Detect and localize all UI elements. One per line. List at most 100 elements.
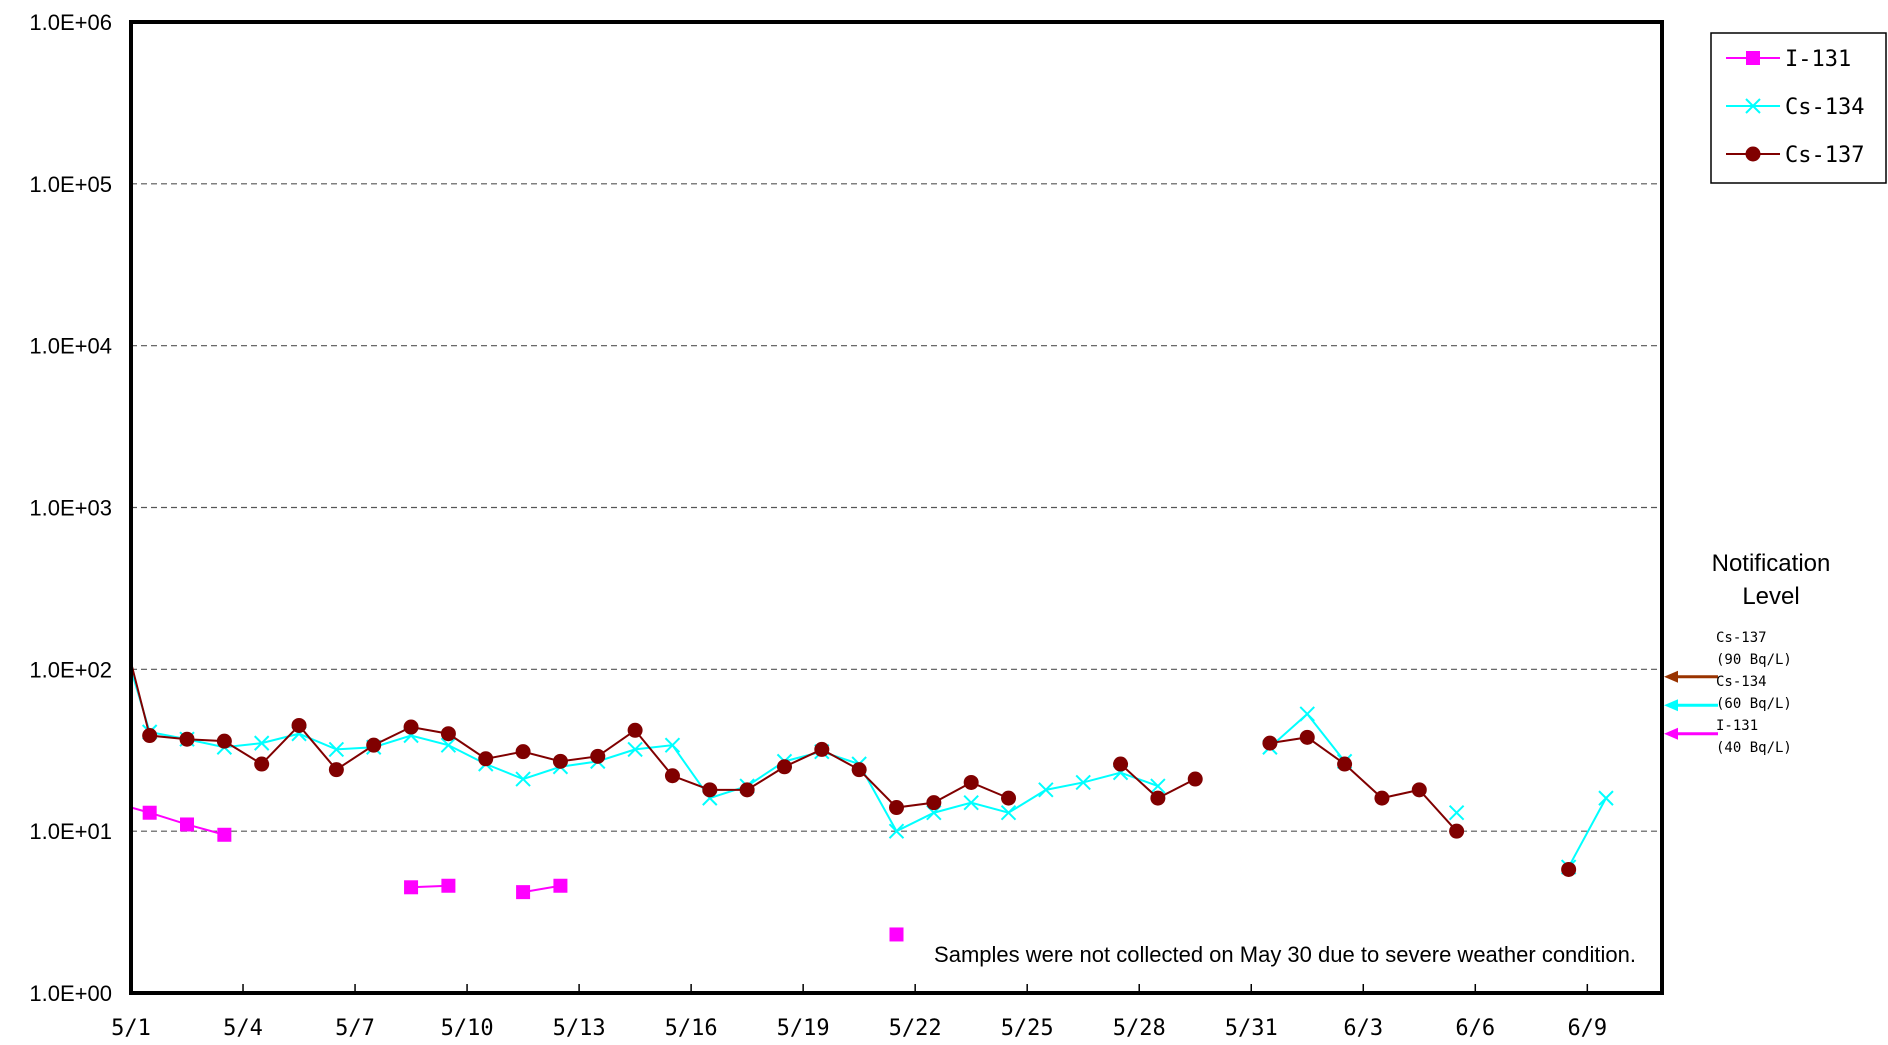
notification-cs-137: Cs-137 (90 Bq/L) [1664, 630, 1792, 683]
data-point-cs-137 [739, 782, 755, 798]
series-area [131, 662, 1614, 942]
data-point-cs-137 [1262, 735, 1278, 751]
legend-label: I-131 [1785, 47, 1851, 72]
y-tick-label: 1.0E+01 [29, 819, 112, 844]
data-point-cs-137 [776, 759, 792, 775]
y-tick-label: 1.0E+04 [29, 334, 112, 359]
data-point-cs-137 [590, 748, 606, 764]
data-point-cs-134 [888, 823, 905, 839]
data-point-cs-137 [1187, 771, 1203, 787]
x-tick-label: 5/19 [777, 1016, 830, 1041]
x-tick-label: 5/1 [111, 1016, 151, 1041]
x-tick-label: 6/3 [1343, 1016, 1383, 1041]
data-point-cs-134 [253, 735, 270, 751]
data-point-cs-137 [142, 728, 158, 744]
data-point-cs-137 [1411, 782, 1427, 798]
data-point-cs-134 [1299, 706, 1315, 722]
data-point-cs-137 [851, 762, 867, 778]
y-axis: 1.0E+00 1.0E+01 1.0E+02 1.0E+03 1.0E+04 1.0E+… [29, 10, 112, 1006]
data-point-i-131 [553, 878, 568, 893]
data-point-cs-134 [963, 794, 979, 811]
data-point-cs-134 [1150, 778, 1166, 794]
legend-marker [1745, 98, 1761, 114]
data-point-cs-134 [1000, 805, 1017, 821]
legend-item-cs-137: Cs-137 [1726, 143, 1864, 168]
notification-arrow-head [1664, 670, 1678, 683]
data-point-cs-134 [440, 737, 457, 753]
data-point-cs-137 [1449, 823, 1465, 839]
data-point-cs-134 [1598, 790, 1614, 806]
data-point-i-131 [404, 880, 419, 895]
data-point-cs-137 [403, 719, 419, 735]
series-cs-137 [131, 662, 1577, 877]
data-point-i-131 [441, 878, 456, 893]
x-tick-label: 5/31 [1225, 1016, 1278, 1041]
data-point-i-131 [217, 827, 232, 842]
notification-nuclide: Cs-134 [1716, 674, 1767, 690]
x-tick-label: 5/13 [553, 1016, 606, 1041]
x-tick-label: 5/10 [441, 1016, 494, 1041]
x-tick-label: 6/9 [1567, 1016, 1607, 1041]
data-point-cs-137 [963, 774, 979, 790]
data-point-cs-137 [478, 751, 494, 767]
series-line-i-131 [131, 806, 225, 836]
data-point-cs-137 [254, 756, 270, 772]
x-tick-label: 5/28 [1113, 1016, 1166, 1041]
notification-nuclide: I-131 [1716, 718, 1758, 734]
y-tick-label: 1.0E+05 [29, 172, 112, 197]
data-point-cs-134 [328, 741, 345, 758]
data-point-cs-137 [1150, 790, 1166, 806]
notification-title-line1: Notification [1712, 550, 1831, 577]
x-tick-label: 6/6 [1455, 1016, 1495, 1041]
data-point-cs-137 [328, 762, 344, 778]
notification-limit: (60 Bq/L) [1716, 696, 1792, 712]
data-point-cs-137 [702, 782, 718, 798]
y-tick-label: 1.0E+00 [29, 981, 112, 1006]
x-tick-label: 5/22 [889, 1016, 942, 1041]
data-point-i-131 [516, 885, 531, 900]
data-point-cs-134 [515, 771, 531, 787]
data-point-cs-137 [515, 744, 531, 760]
data-point-cs-137 [552, 753, 568, 769]
annotation-text: Samples were not collected on May 30 due… [934, 942, 1636, 967]
data-point-i-131 [142, 805, 157, 820]
data-point-cs-137 [814, 741, 830, 757]
data-point-cs-134 [1075, 774, 1091, 791]
notification-title-line2: Level [1742, 583, 1799, 610]
data-point-cs-137 [627, 722, 643, 738]
series-cs-134 [131, 669, 1614, 875]
data-point-cs-137 [1001, 790, 1017, 806]
data-point-cs-137 [1299, 729, 1315, 745]
x-tick-label: 5/4 [223, 1016, 263, 1041]
y-tick-label: 1.0E+03 [29, 496, 112, 521]
legend: I-131 Cs-134 Cs-137 [1710, 32, 1887, 184]
data-point-cs-137 [179, 731, 195, 747]
data-point-cs-137 [1337, 756, 1353, 772]
series-line-cs-137 [131, 662, 1009, 809]
legend-label: Cs-134 [1785, 95, 1864, 120]
data-point-i-131 [889, 927, 904, 942]
plot-frame [129, 20, 1664, 995]
gridlines [131, 183, 1662, 832]
notification-nuclide: Cs-137 [1716, 630, 1767, 646]
data-point-cs-137 [664, 768, 680, 784]
x-axis: 5/1 5/4 5/7 5/10 5/13 5/16 5/19 5/22 5/25 5/28 5/3… [111, 984, 1607, 1041]
data-point-cs-137 [926, 795, 942, 811]
y-tick-label: 1.0E+02 [29, 657, 112, 682]
data-point-cs-137 [1374, 790, 1390, 806]
data-point-cs-134 [664, 737, 681, 753]
data-point-cs-137 [1561, 861, 1577, 877]
legend-marker [1745, 146, 1761, 162]
data-point-cs-137 [440, 726, 456, 742]
legend-item-i-131: I-131 [1726, 47, 1851, 72]
data-point-cs-134 [1038, 782, 1054, 798]
legend-item-cs-134: Cs-134 [1726, 95, 1864, 120]
series-i-131 [131, 805, 904, 942]
data-point-cs-137 [291, 717, 307, 733]
data-point-cs-137 [366, 737, 382, 753]
notification-arrow-head [1664, 727, 1678, 740]
notification-limit: (90 Bq/L) [1716, 652, 1792, 668]
data-point-cs-137 [889, 800, 904, 816]
notification-cs-134: Cs-134 (60 Bq/L) [1664, 674, 1792, 712]
